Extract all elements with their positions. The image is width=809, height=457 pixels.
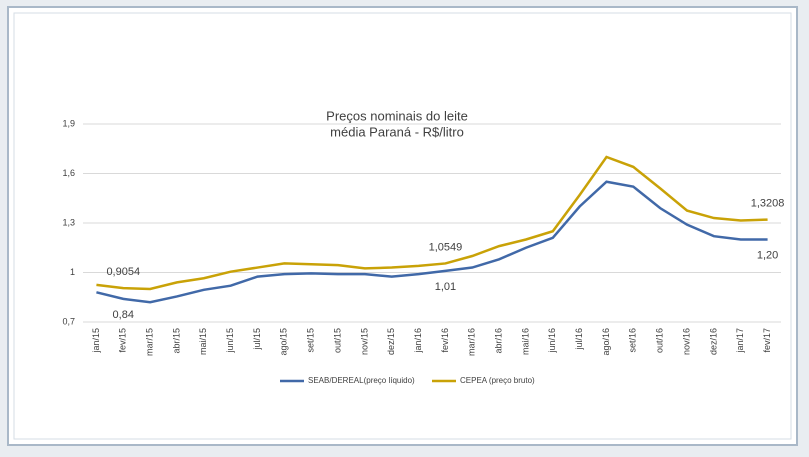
x-tick-label: ago/15 <box>279 328 289 356</box>
x-tick-label: mar/15 <box>144 328 154 356</box>
x-tick-label: abr/15 <box>171 328 181 354</box>
x-tick-label: abr/16 <box>493 328 503 354</box>
data-label: 0,9054 <box>106 266 140 278</box>
x-tick-label: ago/16 <box>601 328 611 356</box>
x-tick-label: set/16 <box>628 328 638 353</box>
x-tick-label: nov/15 <box>359 328 369 355</box>
x-tick-label: mai/16 <box>520 328 530 355</box>
y-tick-label: 1,6 <box>62 168 75 178</box>
data-label: 1,0549 <box>429 241 463 253</box>
y-tick-label: 1,9 <box>62 118 75 128</box>
x-tick-label: mar/16 <box>467 328 477 356</box>
inner-frame <box>13 12 792 440</box>
chart-subtitle: média Paraná - R$/litro <box>330 124 464 139</box>
y-tick-label: 1 <box>70 267 75 277</box>
chart-frame <box>7 6 798 446</box>
x-tick-label: jan/15 <box>91 328 101 354</box>
x-tick-label: fev/15 <box>118 328 128 353</box>
x-tick-label: jul/16 <box>574 328 584 351</box>
chart-title: Preços nominais do leite <box>326 108 468 123</box>
x-tick-label: fev/16 <box>440 328 450 353</box>
x-tick-label: jun/16 <box>547 328 557 354</box>
x-tick-label: dez/15 <box>386 328 396 355</box>
y-tick-label: 1,3 <box>62 217 75 227</box>
data-label: 1,20 <box>757 249 778 261</box>
y-tick-label: 0,7 <box>62 316 75 326</box>
legend-label: SEAB/DEREAL(preço líquido) <box>308 376 415 385</box>
x-tick-label: jul/15 <box>252 328 262 351</box>
x-tick-label: dez/16 <box>708 328 718 355</box>
line-series <box>96 180 768 304</box>
x-tick-label: jun/15 <box>225 328 235 354</box>
data-label: 1,01 <box>435 281 456 293</box>
x-tick-label: out/15 <box>332 328 342 353</box>
data-label: 0,84 <box>113 309 134 321</box>
x-tick-label: out/16 <box>655 328 665 353</box>
line-series <box>96 155 768 291</box>
x-tick-label: set/15 <box>306 328 316 353</box>
x-tick-label: jan/16 <box>413 328 423 354</box>
legend-label: CEPEA (preço bruto) <box>460 376 535 385</box>
x-tick-label: mai/15 <box>198 328 208 355</box>
x-tick-label: fev/17 <box>762 328 772 353</box>
x-tick-label: nov/16 <box>681 328 691 355</box>
data-label: 1,3208 <box>751 197 785 209</box>
x-tick-label: jan/17 <box>735 328 745 354</box>
